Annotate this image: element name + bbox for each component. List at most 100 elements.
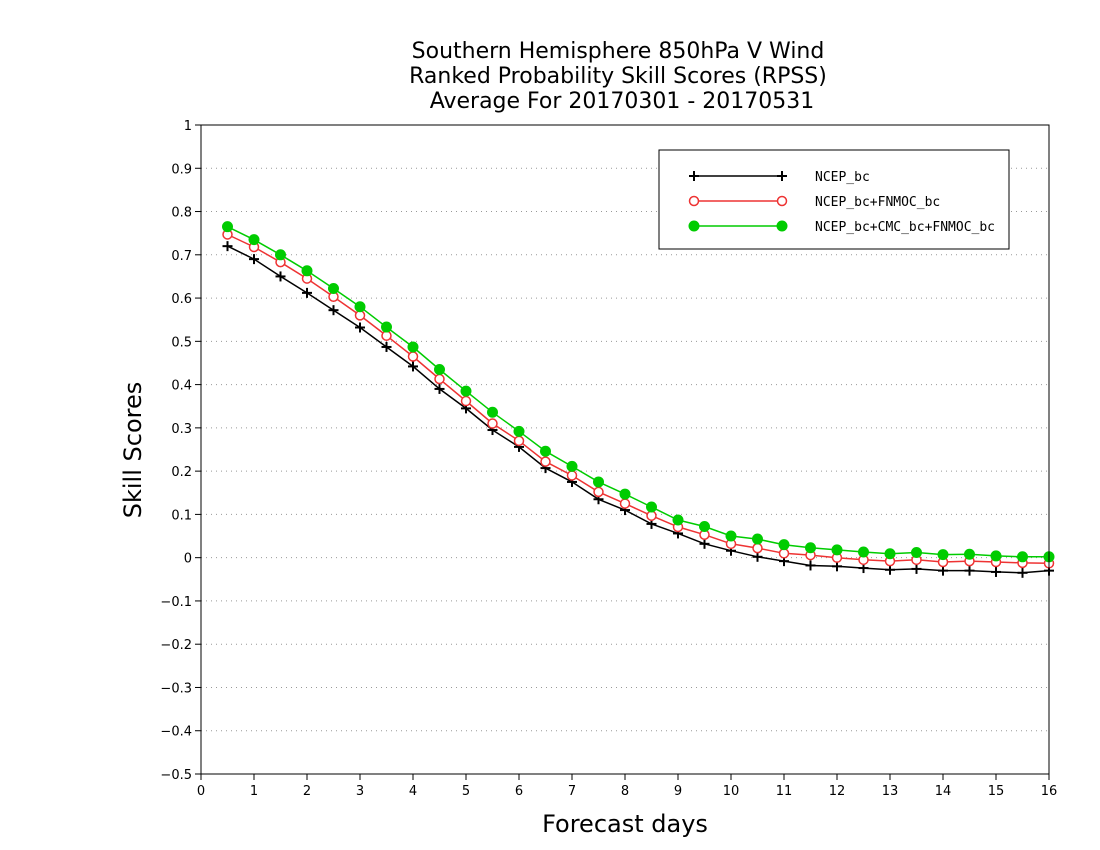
y-tick-label: 0 xyxy=(184,552,192,567)
series-3-point xyxy=(619,488,631,500)
series-2-point xyxy=(646,510,657,521)
chart-title-line-1: Southern Hemisphere 850hPa V Wind xyxy=(412,39,825,64)
x-tick-label: 4 xyxy=(409,784,417,799)
series-3-point xyxy=(275,249,286,261)
legend-label: NCEP_bc xyxy=(815,170,870,185)
series-1-point xyxy=(328,305,339,316)
x-tick-label: 10 xyxy=(723,784,740,799)
series-1-point xyxy=(434,383,445,394)
series-3-point xyxy=(487,406,498,418)
legend-marker xyxy=(776,220,788,232)
y-tick-label: −0.2 xyxy=(160,638,192,653)
series-3-point xyxy=(222,221,233,233)
series-2-point xyxy=(513,435,525,447)
x-tick-label: 16 xyxy=(1041,784,1058,799)
series-1-point xyxy=(911,563,922,574)
series-3-point xyxy=(434,363,445,375)
x-axis-label: Forecast days xyxy=(542,810,708,838)
series-3-point xyxy=(884,548,896,560)
y-tick-label: 0.6 xyxy=(171,292,192,307)
x-tick-label: 8 xyxy=(621,784,629,799)
chart-title-line-2: Ranked Probability Skill Scores (RPSS) xyxy=(409,64,827,89)
series-3-point xyxy=(1017,551,1028,563)
series-3-point xyxy=(858,546,869,558)
series-1-point xyxy=(249,254,259,265)
series-1-point xyxy=(302,287,312,298)
series-3-line xyxy=(227,226,1049,558)
series-2-point xyxy=(381,330,392,341)
y-tick-label: 0.1 xyxy=(171,508,192,523)
legend-marker xyxy=(776,195,788,207)
y-tick-label: 0.5 xyxy=(171,335,192,350)
series-3-point xyxy=(805,542,816,554)
series-3-point xyxy=(407,341,419,353)
x-tick-label: 0 xyxy=(197,784,205,799)
series-layer xyxy=(222,221,1055,578)
series-1-point xyxy=(275,271,286,282)
series-1-point xyxy=(885,564,895,575)
y-tick-label: −0.5 xyxy=(160,768,192,783)
legend-marker xyxy=(777,171,787,181)
x-tick-label: 6 xyxy=(515,784,523,799)
legend-marker xyxy=(688,220,700,232)
x-tick-label: 12 xyxy=(829,784,846,799)
y-gridlines xyxy=(201,167,1049,732)
series-2-point xyxy=(593,486,604,498)
series-1-point xyxy=(355,322,365,333)
series-3-point xyxy=(540,445,551,457)
chart-title-line-3: Average For 20170301 - 20170531 xyxy=(430,89,815,114)
y-tick-label: 0.3 xyxy=(171,422,192,437)
series-3-point xyxy=(672,514,684,526)
series-3-point xyxy=(990,550,1002,562)
series-1-point xyxy=(938,565,948,576)
series-3-point xyxy=(831,544,843,556)
y-tick-label: 0.4 xyxy=(171,379,192,394)
y-axis-ticks: −0.5 −0.4 −0.3 −0.2 −0.1 0 0.1 0.2 0.3 0.4 0.5 0.6 0… xyxy=(160,119,201,783)
series-3-point xyxy=(752,533,763,545)
y-tick-label: 0.9 xyxy=(171,162,192,177)
series-2-point xyxy=(434,373,445,385)
series-2-point xyxy=(752,542,763,554)
series-3-point xyxy=(566,460,578,472)
x-tick-label: 15 xyxy=(988,784,1005,799)
x-tick-label: 5 xyxy=(462,784,470,799)
series-1-point xyxy=(832,561,842,572)
series-3-point xyxy=(354,301,366,313)
y-tick-label: −0.1 xyxy=(160,595,192,610)
legend-label: NCEP_bc+CMC_bc+FNMOC_bc xyxy=(815,220,995,235)
y-axis-label: Skill Scores xyxy=(119,382,147,519)
series-1-point xyxy=(408,361,418,372)
series-2-point xyxy=(778,548,790,559)
chart-title: Southern Hemisphere 850hPa V Wind Ranked… xyxy=(409,39,827,114)
series-2-line xyxy=(227,233,1050,565)
series-2-point xyxy=(566,470,578,481)
x-tick-label: 1 xyxy=(250,784,258,799)
series-3-point xyxy=(911,546,922,558)
y-tick-label: 0.7 xyxy=(171,249,192,264)
x-tick-label: 3 xyxy=(356,784,364,799)
series-1-point xyxy=(699,538,710,549)
series-2-point xyxy=(407,351,419,362)
x-tick-label: 14 xyxy=(935,784,952,799)
series-1-point xyxy=(991,566,1001,577)
series-3-point xyxy=(301,265,313,277)
series-3-point xyxy=(460,385,472,397)
series-2-point xyxy=(540,456,551,467)
y-tick-label: −0.3 xyxy=(160,681,192,696)
series-3-point xyxy=(513,425,525,437)
series-3-point xyxy=(381,321,392,333)
series-3-point xyxy=(248,234,260,246)
series-3-point xyxy=(964,548,975,560)
y-tick-label: 0.2 xyxy=(171,465,192,480)
series-1-point xyxy=(1017,567,1028,578)
x-tick-label: 13 xyxy=(882,784,899,799)
series-2-point xyxy=(460,395,472,407)
legend-box xyxy=(658,149,1010,250)
x-tick-label: 11 xyxy=(776,784,793,799)
series-1 xyxy=(222,241,1054,578)
y-tick-label: 1 xyxy=(184,119,192,134)
x-tick-label: 7 xyxy=(568,784,576,799)
series-2-point xyxy=(619,498,631,509)
legend: NCEP_bc NCEP_bc+FNMOC_bc NCEP_bc+CMC_bc+FN… xyxy=(658,149,1010,250)
